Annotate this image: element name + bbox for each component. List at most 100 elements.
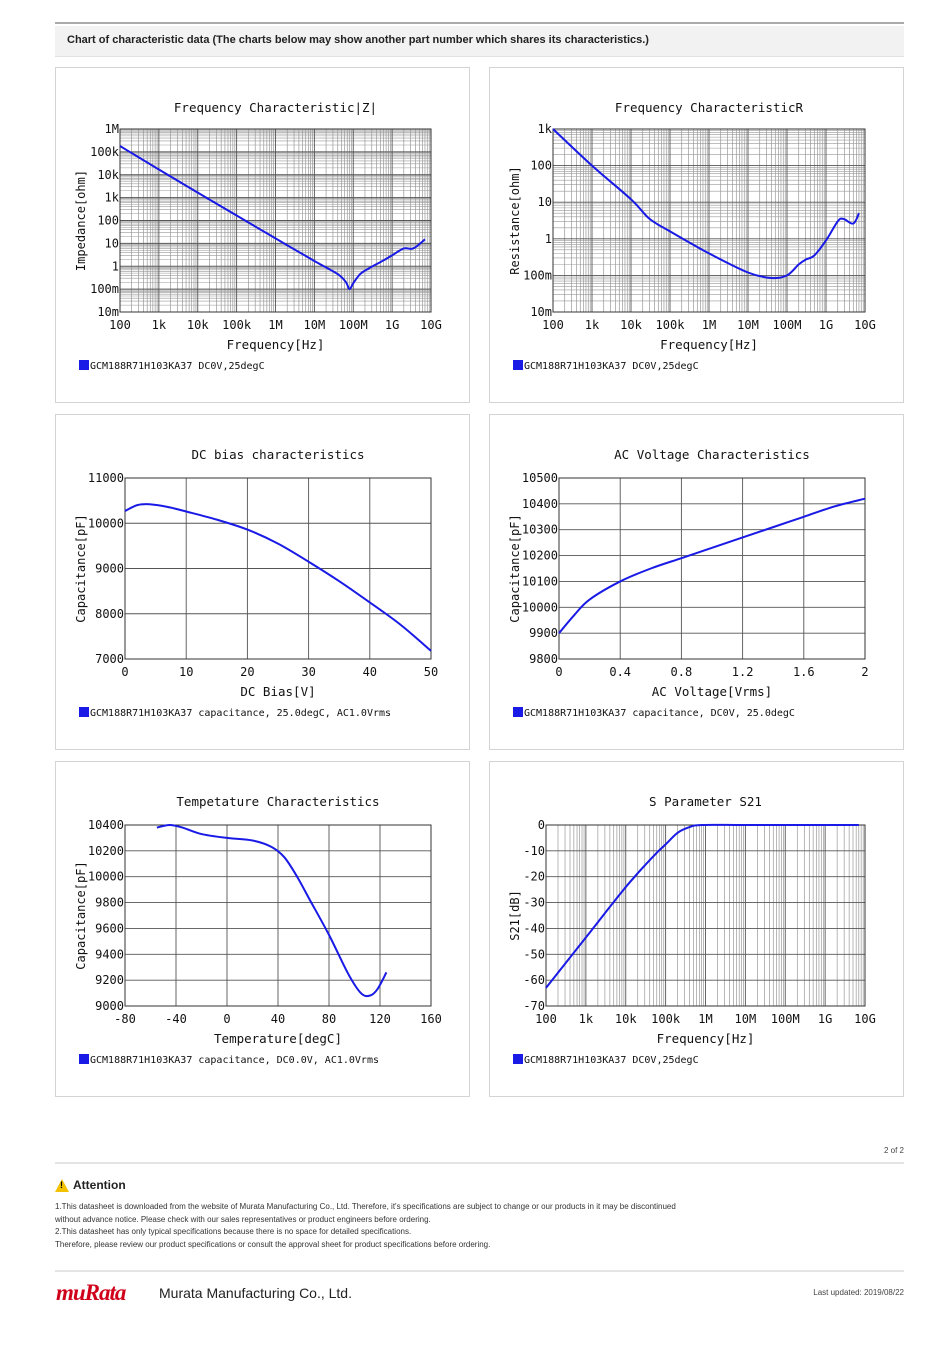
y-tick-label: 1k xyxy=(538,122,553,136)
x-tick-label: 0 xyxy=(121,665,128,679)
data-series-line xyxy=(558,497,866,634)
note-line: Therefore, please review our product spe… xyxy=(55,1240,491,1250)
x-axis-title: DC Bias[V] xyxy=(240,684,315,699)
x-tick-label: 10k xyxy=(615,1012,637,1026)
plot-frame xyxy=(124,477,432,660)
x-tick-label: 160 xyxy=(420,1012,442,1026)
x-tick-label: -80 xyxy=(114,1012,136,1026)
chart-svg: 100 1k 10k 100k 1M 10M 100M 1G 10G 10m 100m 1 10 100 1… xyxy=(74,100,442,372)
plot-frame xyxy=(558,477,866,660)
warning-icon xyxy=(55,1178,69,1192)
chart-svg: 100 1k 10k 100k 1M 10M 100M 1G 10G 10m 100m 1 10 100 1… xyxy=(508,100,876,372)
y-axis-title: Capacitance[pF] xyxy=(74,861,88,969)
grid xyxy=(552,128,866,313)
y-tick-label: 9000 xyxy=(95,999,124,1013)
y-tick-label: 10 xyxy=(105,236,119,250)
legend-swatch xyxy=(513,1054,523,1064)
y-tick-label: -50 xyxy=(523,947,545,961)
y-tick-label: -40 xyxy=(523,921,545,935)
attention-heading: Attention xyxy=(55,1178,126,1192)
x-tick-label: 10G xyxy=(854,1012,876,1026)
chart-panel: 0 0.4 0.8 1.2 1.6 2 9800 9900 10000 10100 10200 103… xyxy=(489,414,904,750)
y-tick-label: 10m xyxy=(530,305,552,319)
y-tick-label: 9600 xyxy=(95,921,124,935)
note-line: 2.This datasheet has only typical specif… xyxy=(55,1227,412,1237)
y-tick-label: 100m xyxy=(90,282,119,296)
x-tick-label: 100M xyxy=(773,318,802,332)
y-axis-title: Resistance[ohm] xyxy=(508,166,522,274)
y-tick-label: 10500 xyxy=(522,471,558,485)
section-header: Chart of characteristic data (The charts… xyxy=(55,26,904,57)
data-series-line xyxy=(552,128,860,280)
x-tick-label: 100k xyxy=(656,318,686,332)
chart-title: Frequency Characteristic|Z| xyxy=(174,100,377,115)
data-series-line xyxy=(124,503,432,652)
y-tick-label: 9000 xyxy=(95,562,124,576)
x-tick-label: 10M xyxy=(737,318,759,332)
plot-frame xyxy=(119,128,432,313)
chart-title: AC Voltage Characteristics xyxy=(614,447,810,462)
x-tick-label: 0.8 xyxy=(671,665,693,679)
y-tick-label: 10100 xyxy=(522,574,558,588)
legend-swatch xyxy=(513,360,523,370)
chart-svg: 100 1k 10k 100k 1M 10M 100M 1G 10G -70 -60 -50 -40 -3… xyxy=(508,794,876,1066)
chart-panel: 100 1k 10k 100k 1M 10M 100M 1G 10G 10m 100m 1 10 100 1… xyxy=(489,67,904,403)
x-tick-label: 1.6 xyxy=(793,665,815,679)
y-tick-label: 8000 xyxy=(95,607,124,621)
x-tick-label: 30 xyxy=(301,665,315,679)
y-tick-label: 1 xyxy=(112,259,119,273)
y-tick-label: 1M xyxy=(105,122,119,136)
x-tick-label: 100 xyxy=(542,318,564,332)
chart-title: DC bias characteristics xyxy=(191,447,364,462)
page-number: 2 of 2 xyxy=(883,1146,904,1155)
y-tick-label: 1 xyxy=(545,232,552,246)
y-tick-label: 10000 xyxy=(88,516,124,530)
y-tick-label: 100 xyxy=(530,159,552,173)
chart-title: Frequency CharacteristicR xyxy=(615,100,804,115)
murata-logo: muRata xyxy=(56,1280,126,1305)
legend-label: GCM188R71H103KA37 capacitance, DC0V, 25.… xyxy=(524,708,795,719)
legend-swatch xyxy=(79,1054,89,1064)
y-tick-label: -70 xyxy=(523,999,545,1013)
y-tick-label: 9200 xyxy=(95,973,124,987)
y-tick-label: 10000 xyxy=(522,600,558,614)
x-tick-label: 1G xyxy=(819,318,833,332)
data-series-line xyxy=(156,823,388,998)
attention-title: Attention xyxy=(73,1178,126,1192)
x-axis-title: Frequency[Hz] xyxy=(657,1031,755,1046)
y-tick-label: 100k xyxy=(90,145,120,159)
last-updated: Last updated: 2019/08/22 xyxy=(813,1288,904,1297)
y-tick-label: 10200 xyxy=(522,549,558,563)
y-tick-label: 9800 xyxy=(95,896,124,910)
x-tick-label: 0 xyxy=(555,665,562,679)
y-tick-label: 100 xyxy=(97,214,119,228)
divider xyxy=(55,1270,904,1272)
x-tick-label: 40 xyxy=(271,1012,285,1026)
x-tick-label: 1G xyxy=(818,1012,832,1026)
legend-label: GCM188R71H103KA37 capacitance, DC0.0V, A… xyxy=(90,1055,379,1066)
top-rule xyxy=(55,22,904,24)
x-tick-label: 1k xyxy=(579,1012,594,1026)
x-tick-label: 1M xyxy=(268,318,282,332)
y-tick-label: 10 xyxy=(538,195,552,209)
chart-panel: 100 1k 10k 100k 1M 10M 100M 1G 10G 10m 100m 1 10 100 1… xyxy=(55,67,470,403)
x-tick-label: 10G xyxy=(854,318,876,332)
y-tick-label: -20 xyxy=(523,870,545,884)
section-title: Chart of characteristic data (The charts… xyxy=(67,34,649,46)
x-tick-label: 10M xyxy=(735,1012,757,1026)
x-axis-title: Temperature[degC] xyxy=(214,1031,342,1046)
y-tick-label: 10400 xyxy=(88,818,124,832)
plot-frame xyxy=(124,824,432,1007)
y-tick-label: 10400 xyxy=(522,497,558,511)
note-line: 1.This datasheet is downloaded from the … xyxy=(55,1202,676,1211)
y-axis-title: Impedance[ohm] xyxy=(74,170,88,271)
y-tick-label: -30 xyxy=(523,896,545,910)
chart-svg: -80 -40 0 40 80 120 160 9000 9200 9400 9600 9800 100… xyxy=(74,794,442,1066)
data-series-line xyxy=(119,145,426,291)
x-tick-label: 1k xyxy=(585,318,600,332)
x-tick-label: 10G xyxy=(420,318,442,332)
x-tick-label: 10M xyxy=(304,318,326,332)
x-tick-label: 50 xyxy=(424,665,438,679)
y-tick-label: 11000 xyxy=(88,471,124,485)
y-tick-label: 10200 xyxy=(88,844,124,858)
